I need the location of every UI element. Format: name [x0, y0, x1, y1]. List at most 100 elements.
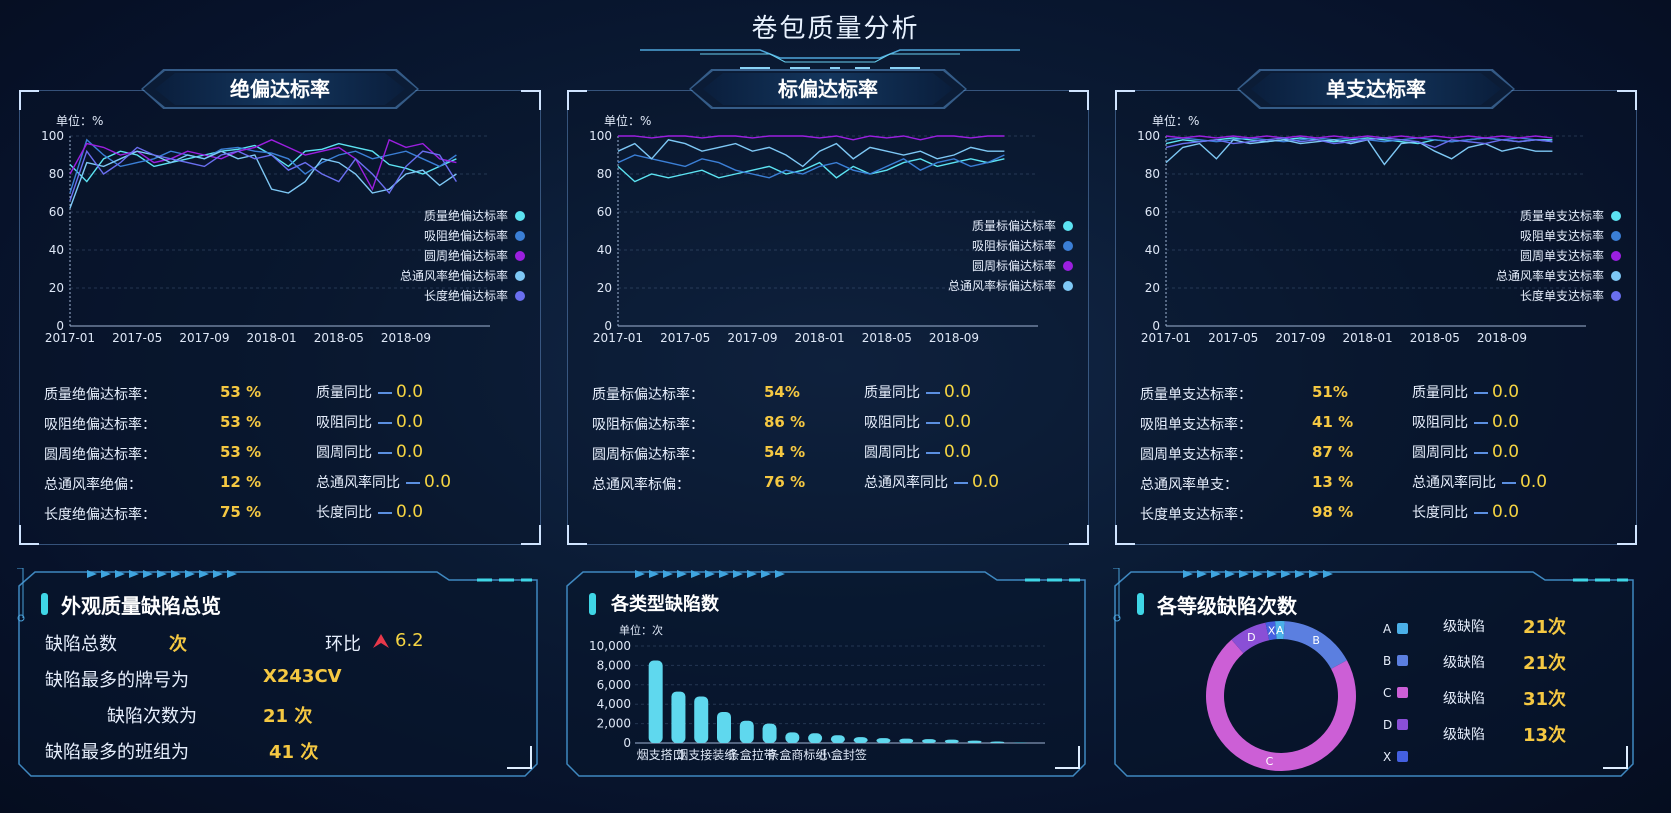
bar	[990, 741, 1005, 743]
legend-label: X	[1383, 750, 1391, 764]
yoy-value: 0.0	[396, 382, 424, 402]
panel-absolute-deviation: 绝偏达标率 单位：% 0 20 40 60 80 100 2017-01 2017-05 2017…	[19, 69, 541, 545]
trend-flat-icon	[406, 482, 420, 484]
stat-value: 54%	[764, 383, 800, 401]
donut-slice	[1275, 621, 1285, 640]
defect-count-label: 缺陷次数为	[107, 706, 197, 727]
trend-flat-icon	[1502, 482, 1516, 484]
yoy-label: 长度同比 0.0	[1412, 502, 1520, 522]
stat-label: 圆周标偏达标率：	[592, 447, 704, 463]
legend-marker	[515, 271, 525, 281]
bar	[671, 691, 686, 743]
legend-marker	[1611, 251, 1621, 261]
y-tick-label: 0	[1152, 319, 1160, 333]
legend-marker	[1063, 281, 1073, 291]
unit-label: 单位：%	[56, 113, 103, 128]
x-tick-label: 2018-09	[929, 331, 979, 345]
y-tick-label: 80	[1145, 167, 1160, 181]
x-tick-label: 烟支搭口	[637, 748, 685, 762]
x-tick-label: 2018-01	[1343, 331, 1393, 345]
yoy-value: 0.0	[1492, 502, 1520, 522]
legend-label: 总通风率单支达标率	[1496, 268, 1604, 283]
panel-title: 各类型缺陷数	[611, 594, 719, 615]
x-tick-label: 2017-05	[112, 331, 162, 345]
x-tick-label: 条盒商标纸	[767, 747, 827, 762]
legend-label: 总通风率绝偏达标率	[400, 268, 508, 283]
line-chart-single-pass: 单位：% 0 20 40 60 80 100 2017-01 2017-05 2017-09 201…	[1137, 113, 1621, 345]
legend-label: 质量标偏达标率	[972, 218, 1056, 233]
mom-label: 环比	[325, 634, 361, 655]
legend-marker	[1611, 211, 1621, 221]
series-line-3	[617, 139, 1005, 168]
yoy-value: 0.0	[1492, 412, 1520, 432]
legend-marker	[1063, 261, 1073, 271]
y-tick-label: 0	[623, 736, 631, 750]
stat-label: 质量单支达标率：	[1140, 387, 1252, 403]
donut-slice	[1231, 622, 1270, 654]
panel-title: 各等级缺陷次数	[1157, 594, 1297, 618]
trend-flat-icon	[378, 452, 392, 454]
stat-value: 76 %	[764, 473, 806, 491]
panel-frame	[17, 568, 538, 777]
y-tick-label: 0	[56, 319, 64, 333]
legend-marker	[515, 251, 525, 261]
line-chart-absolute-deviation: 单位：% 0 20 40 60 80 100 2017-01 2017-05 2017-09 201…	[41, 113, 525, 345]
trend-flat-icon	[1474, 422, 1488, 424]
up-arrow-icon	[373, 634, 389, 648]
yoy-value: 0.0	[396, 412, 424, 432]
y-tick-label: 40	[597, 243, 612, 257]
x-tick-label: 2018-05	[314, 331, 364, 345]
panel-title: 标偏达标率	[703, 73, 953, 105]
top-brand-value: X243CV	[263, 666, 342, 687]
yoy-value: 0.0	[944, 442, 972, 462]
x-tick-label: 2017-05	[660, 331, 710, 345]
donut-slice	[1265, 621, 1277, 641]
stat-value: 75 %	[220, 503, 262, 521]
legend-label: 长度绝偏达标率	[424, 288, 508, 303]
bar	[648, 660, 663, 743]
panel-defect-types: 各类型缺陷数 单位：次 0 2,000 4,000 6,000 8,000 10,000 烟支…	[565, 568, 1087, 778]
y-tick-label: 60	[1145, 205, 1160, 219]
legend-marker	[515, 291, 525, 301]
legend-marker	[1397, 719, 1408, 730]
bar-chart-defect-types: 单位：次 0 2,000 4,000 6,000 8,000 10,000 烟支搭口烟支接装纸…	[589, 623, 1045, 762]
stat-label: 吸阻绝偏达标率：	[44, 417, 156, 433]
y-tick-label: 2,000	[597, 717, 631, 731]
legend-label: C	[1383, 686, 1391, 700]
bar	[922, 739, 936, 743]
x-tick-label: 2017-01	[1141, 331, 1191, 345]
y-tick-label: 20	[597, 281, 612, 295]
legend-marker	[1611, 271, 1621, 281]
yoy-label: 质量同比 0.0	[316, 382, 424, 402]
top-brand-label: 缺陷最多的牌号为	[45, 670, 189, 691]
x-tick-label: 2017-09	[727, 331, 777, 345]
x-tick-label: 2018-01	[247, 331, 297, 345]
bar	[967, 740, 982, 743]
yoy-label: 圆周同比 0.0	[1412, 442, 1520, 462]
stat-label: 质量标偏达标率：	[592, 387, 704, 403]
x-tick-label: 2018-09	[381, 331, 431, 345]
donut-slice	[1283, 621, 1347, 669]
bar	[739, 720, 754, 743]
trend-flat-icon	[954, 482, 968, 484]
series-line-0	[617, 158, 1005, 183]
stat-value: 53 %	[220, 383, 262, 401]
mom-value: 6.2	[395, 630, 424, 651]
bar	[853, 737, 868, 743]
series-line-4	[69, 146, 457, 201]
defect-count-value: 21 次	[263, 706, 313, 727]
stat-label: 吸阻单支达标率：	[1140, 417, 1252, 433]
x-tick-label: 烟支接装纸	[676, 747, 736, 762]
legend-label: 总通风率标偏达标率	[948, 278, 1056, 293]
x-tick-label: 2018-09	[1477, 331, 1527, 345]
bar	[717, 711, 731, 743]
yoy-label: 总通风率同比 0.0	[316, 472, 452, 492]
yoy-label: 吸阻同比 0.0	[864, 412, 972, 432]
x-tick-label: 2018-01	[795, 331, 845, 345]
y-tick-label: 80	[49, 167, 64, 181]
yoy-label: 长度同比 0.0	[316, 502, 424, 522]
stat-label: 质量绝偏达标率：	[44, 387, 156, 403]
slice-label: A	[1276, 624, 1284, 637]
yoy-value: 0.0	[1492, 442, 1520, 462]
legend-label: 吸阻单支达标率	[1520, 228, 1604, 243]
